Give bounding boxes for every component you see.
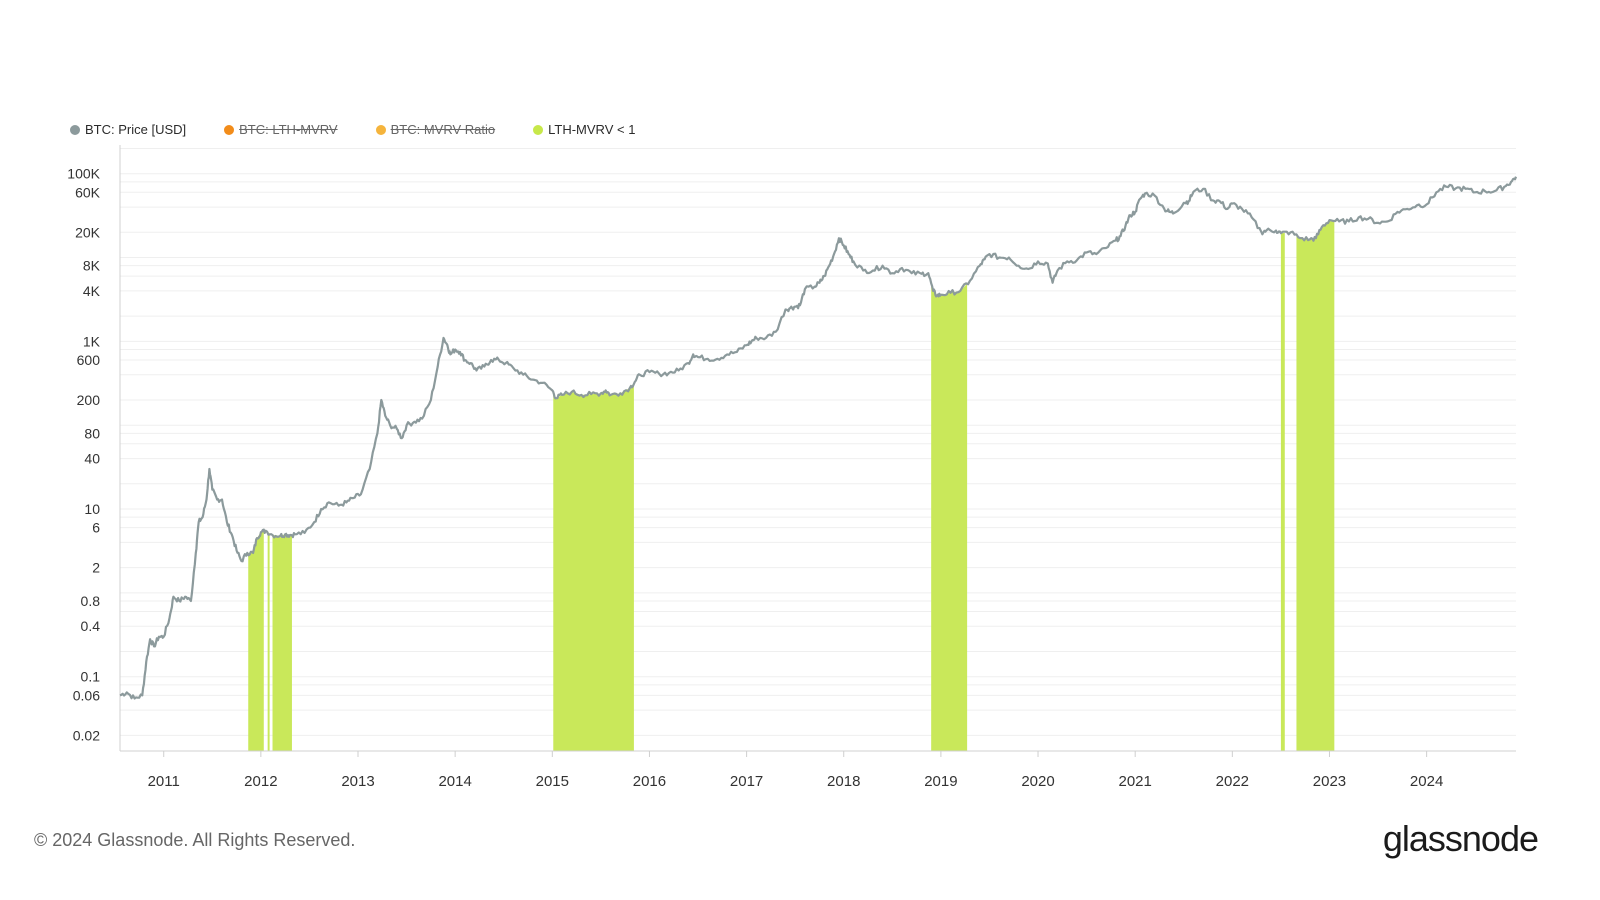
- legend-label: BTC: LTH-MVRV: [239, 122, 338, 137]
- legend-marker: [70, 124, 80, 135]
- y-tick-label: 4K: [83, 283, 101, 299]
- y-tick-label: 8K: [83, 258, 101, 274]
- lth-mvrv-below-one-region: [1280, 232, 1285, 752]
- legend-label: LTH-MVRV < 1: [548, 122, 636, 137]
- price-series: [119, 176, 1518, 700]
- y-tick-label: 10: [84, 501, 100, 517]
- x-tick-label: 2020: [1021, 773, 1054, 790]
- y-tick-label: 600: [77, 352, 101, 368]
- x-tick-label: 2021: [1118, 773, 1151, 790]
- y-tick-label: 80: [84, 425, 100, 441]
- legend-item-lth-mvrv[interactable]: BTC: LTH-MVRV: [224, 122, 338, 137]
- y-tick-label: 0.8: [81, 593, 101, 609]
- lth-mvrv-below-one-regions: [248, 220, 1335, 752]
- lth-mvrv-below-one-region: [553, 382, 634, 751]
- glassnode-logo: glassnode: [1382, 818, 1539, 859]
- copyright-text: © 2024 Glassnode. All Rights Reserved.: [34, 830, 356, 850]
- y-tick-label: 0.02: [73, 727, 100, 743]
- legend-item-btc-price[interactable]: BTC: Price [USD]: [70, 122, 186, 137]
- y-tick-label: 100K: [67, 166, 100, 182]
- chart-legend: BTC: Price [USD] BTC: LTH-MVRV BTC: MVRV…: [70, 122, 673, 137]
- tick-labels: 2011 2012 2013 2014 2015 2016 2017 2018 2019 2020…: [67, 166, 1443, 790]
- y-tick-label: 0.06: [73, 687, 100, 703]
- x-tick-label: 2011: [148, 773, 180, 790]
- legend-marker: [533, 124, 544, 135]
- y-tick-label: 0.4: [81, 618, 101, 634]
- y-tick-label: 200: [77, 392, 101, 408]
- x-tick-label: 2012: [244, 773, 277, 790]
- lth-mvrv-below-one-region: [267, 532, 270, 751]
- legend-marker: [224, 124, 235, 135]
- x-tick-label: 2014: [438, 773, 471, 790]
- y-tick-label: 60K: [75, 184, 101, 200]
- y-tick-label: 0.1: [81, 669, 101, 685]
- x-tick-label: 2016: [633, 773, 666, 790]
- btc-price-line: [119, 176, 1518, 700]
- lth-mvrv-below-one-region: [272, 534, 292, 751]
- legend-item-mvrv-ratio[interactable]: BTC: MVRV Ratio: [375, 122, 496, 137]
- y-tick-label: 6: [92, 520, 100, 536]
- x-tick-label: 2013: [341, 773, 374, 790]
- x-tick-label: 2024: [1410, 773, 1443, 790]
- x-tick-label: 2023: [1313, 773, 1346, 790]
- lth-mvrv-below-one-region: [931, 283, 968, 751]
- y-tick-label: 20K: [75, 224, 101, 240]
- legend-item-lth-mvrv-below-one[interactable]: LTH-MVRV < 1: [533, 122, 635, 137]
- x-tick-label: 2017: [730, 773, 763, 790]
- axes: [119, 145, 1516, 757]
- x-tick-label: 2022: [1216, 773, 1249, 790]
- legend-label: BTC: MVRV Ratio: [390, 122, 496, 137]
- lth-mvrv-below-one-region: [248, 531, 264, 751]
- x-tick-label: 2015: [536, 773, 569, 790]
- x-tick-label: 2019: [924, 773, 957, 790]
- y-tick-label: 40: [84, 451, 100, 467]
- lth-mvrv-below-one-region: [1296, 220, 1335, 751]
- legend-label: BTC: Price [USD]: [85, 122, 187, 137]
- y-tick-label: 1K: [83, 333, 101, 349]
- legend-marker: [375, 124, 386, 135]
- x-tick-label: 2018: [827, 773, 860, 790]
- y-tick-label: 2: [92, 560, 100, 576]
